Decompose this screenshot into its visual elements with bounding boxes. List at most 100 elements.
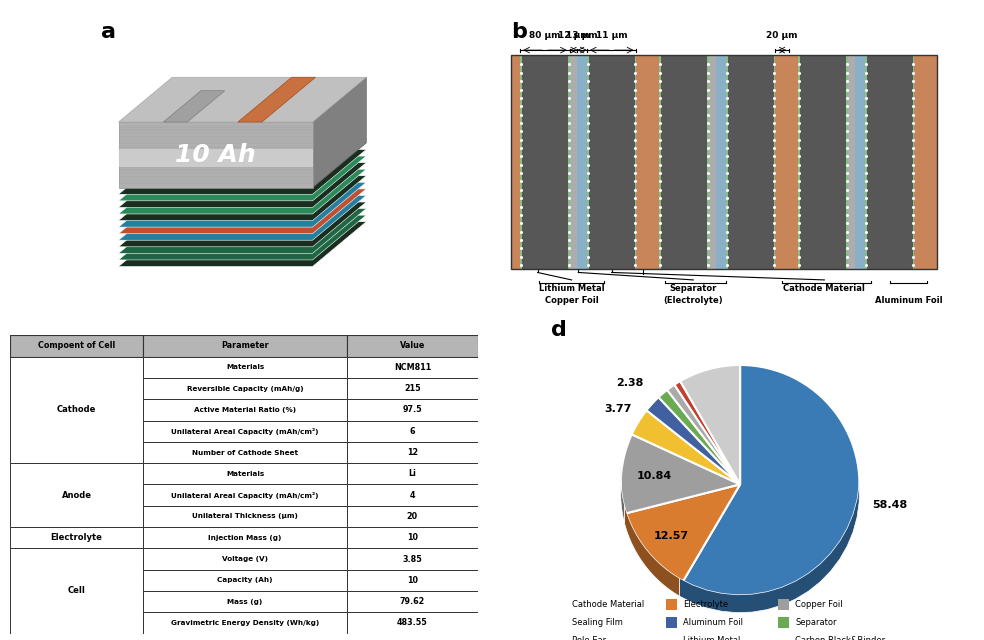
Wedge shape: [625, 484, 740, 588]
Text: a: a: [100, 22, 116, 42]
Text: 11 μm: 11 μm: [596, 31, 628, 40]
Bar: [347, 378, 478, 399]
Bar: [10, 527, 144, 548]
Polygon shape: [118, 122, 313, 188]
Text: Aluminum Foil: Aluminum Foil: [683, 618, 743, 627]
Bar: [635, 54, 637, 269]
Bar: [144, 591, 347, 612]
Bar: [726, 54, 775, 269]
Text: Aluminum Foil: Aluminum Foil: [875, 296, 943, 305]
Text: 4: 4: [409, 491, 415, 500]
Text: 80 μm: 80 μm: [529, 31, 561, 40]
Bar: [637, 54, 649, 269]
Bar: [555, 635, 566, 640]
Wedge shape: [632, 410, 740, 484]
Bar: [798, 54, 848, 269]
Bar: [347, 570, 478, 591]
Bar: [912, 54, 914, 269]
Text: Separator: Separator: [669, 284, 717, 293]
Text: Materials: Materials: [226, 471, 264, 477]
Bar: [555, 617, 566, 628]
Bar: [511, 54, 521, 269]
Text: 6: 6: [409, 427, 415, 436]
Bar: [144, 335, 347, 356]
Bar: [10, 335, 144, 356]
Text: Gravimetric Energy Density (Wh/kg): Gravimetric Energy Density (Wh/kg): [171, 620, 319, 626]
Bar: [347, 527, 478, 548]
Bar: [347, 442, 478, 463]
Text: Cathode Material: Cathode Material: [572, 600, 644, 609]
Polygon shape: [118, 163, 366, 207]
Bar: [568, 54, 570, 269]
Bar: [347, 420, 478, 442]
Bar: [773, 54, 775, 269]
Text: Injection Mass (g): Injection Mass (g): [209, 535, 281, 541]
Polygon shape: [163, 91, 224, 122]
Text: 10: 10: [407, 533, 418, 542]
Wedge shape: [680, 365, 859, 604]
Text: Pole Ear: Pole Ear: [572, 636, 606, 640]
Text: 79.62: 79.62: [400, 597, 425, 606]
Text: Anode: Anode: [62, 491, 92, 500]
Bar: [144, 420, 347, 442]
Bar: [846, 54, 848, 269]
Polygon shape: [118, 209, 366, 253]
Bar: [347, 612, 478, 634]
Polygon shape: [118, 182, 366, 227]
Bar: [778, 635, 789, 640]
Bar: [144, 442, 347, 463]
Text: 10 Ah: 10 Ah: [175, 143, 256, 167]
Polygon shape: [118, 149, 313, 167]
Text: Lithium Metal: Lithium Metal: [683, 636, 740, 640]
Bar: [347, 548, 478, 570]
Bar: [848, 54, 855, 269]
Text: 2.38: 2.38: [617, 378, 644, 388]
Text: Cell: Cell: [68, 586, 86, 595]
Bar: [649, 54, 659, 269]
Text: c: c: [15, 338, 28, 358]
Bar: [570, 54, 578, 269]
Text: Compoent of Cell: Compoent of Cell: [38, 341, 115, 350]
Bar: [144, 356, 347, 378]
Text: Unilateral Areal Capacity (mAh/cm²): Unilateral Areal Capacity (mAh/cm²): [171, 492, 319, 499]
Text: Active Material Ratio (%): Active Material Ratio (%): [194, 407, 296, 413]
Polygon shape: [118, 215, 366, 260]
Text: Reversible Capacity (mAh/g): Reversible Capacity (mAh/g): [187, 385, 303, 392]
Wedge shape: [646, 397, 740, 484]
Bar: [347, 484, 478, 506]
Wedge shape: [658, 390, 740, 484]
Bar: [347, 335, 478, 356]
Polygon shape: [118, 189, 366, 234]
Bar: [144, 484, 347, 506]
Text: Materials: Materials: [226, 364, 264, 371]
Bar: [578, 54, 586, 269]
Text: (Electrolyte): (Electrolyte): [663, 296, 723, 305]
Text: Copper Foil: Copper Foil: [545, 296, 598, 305]
Text: Lithium Metal: Lithium Metal: [539, 284, 604, 293]
Polygon shape: [621, 466, 625, 523]
Text: 483.55: 483.55: [398, 618, 428, 627]
Bar: [347, 399, 478, 420]
Text: Li: Li: [408, 469, 416, 478]
Bar: [708, 54, 716, 269]
Bar: [347, 591, 478, 612]
Bar: [775, 54, 789, 269]
Bar: [144, 612, 347, 634]
Wedge shape: [667, 385, 740, 484]
Text: Unilateral Areal Capacity (mAh/cm²): Unilateral Areal Capacity (mAh/cm²): [171, 428, 319, 435]
Bar: [789, 54, 798, 269]
Bar: [144, 399, 347, 420]
Text: 13 μm: 13 μm: [567, 31, 598, 40]
Text: 20 μm: 20 μm: [767, 31, 798, 40]
Bar: [347, 506, 478, 527]
Bar: [521, 54, 523, 269]
Polygon shape: [238, 77, 316, 122]
Bar: [144, 527, 347, 548]
Text: 3.77: 3.77: [604, 404, 632, 414]
Polygon shape: [313, 77, 366, 188]
Text: Value: Value: [400, 341, 425, 350]
Text: NCM811: NCM811: [394, 363, 431, 372]
Bar: [10, 463, 144, 527]
Bar: [586, 54, 588, 269]
Bar: [798, 54, 800, 269]
